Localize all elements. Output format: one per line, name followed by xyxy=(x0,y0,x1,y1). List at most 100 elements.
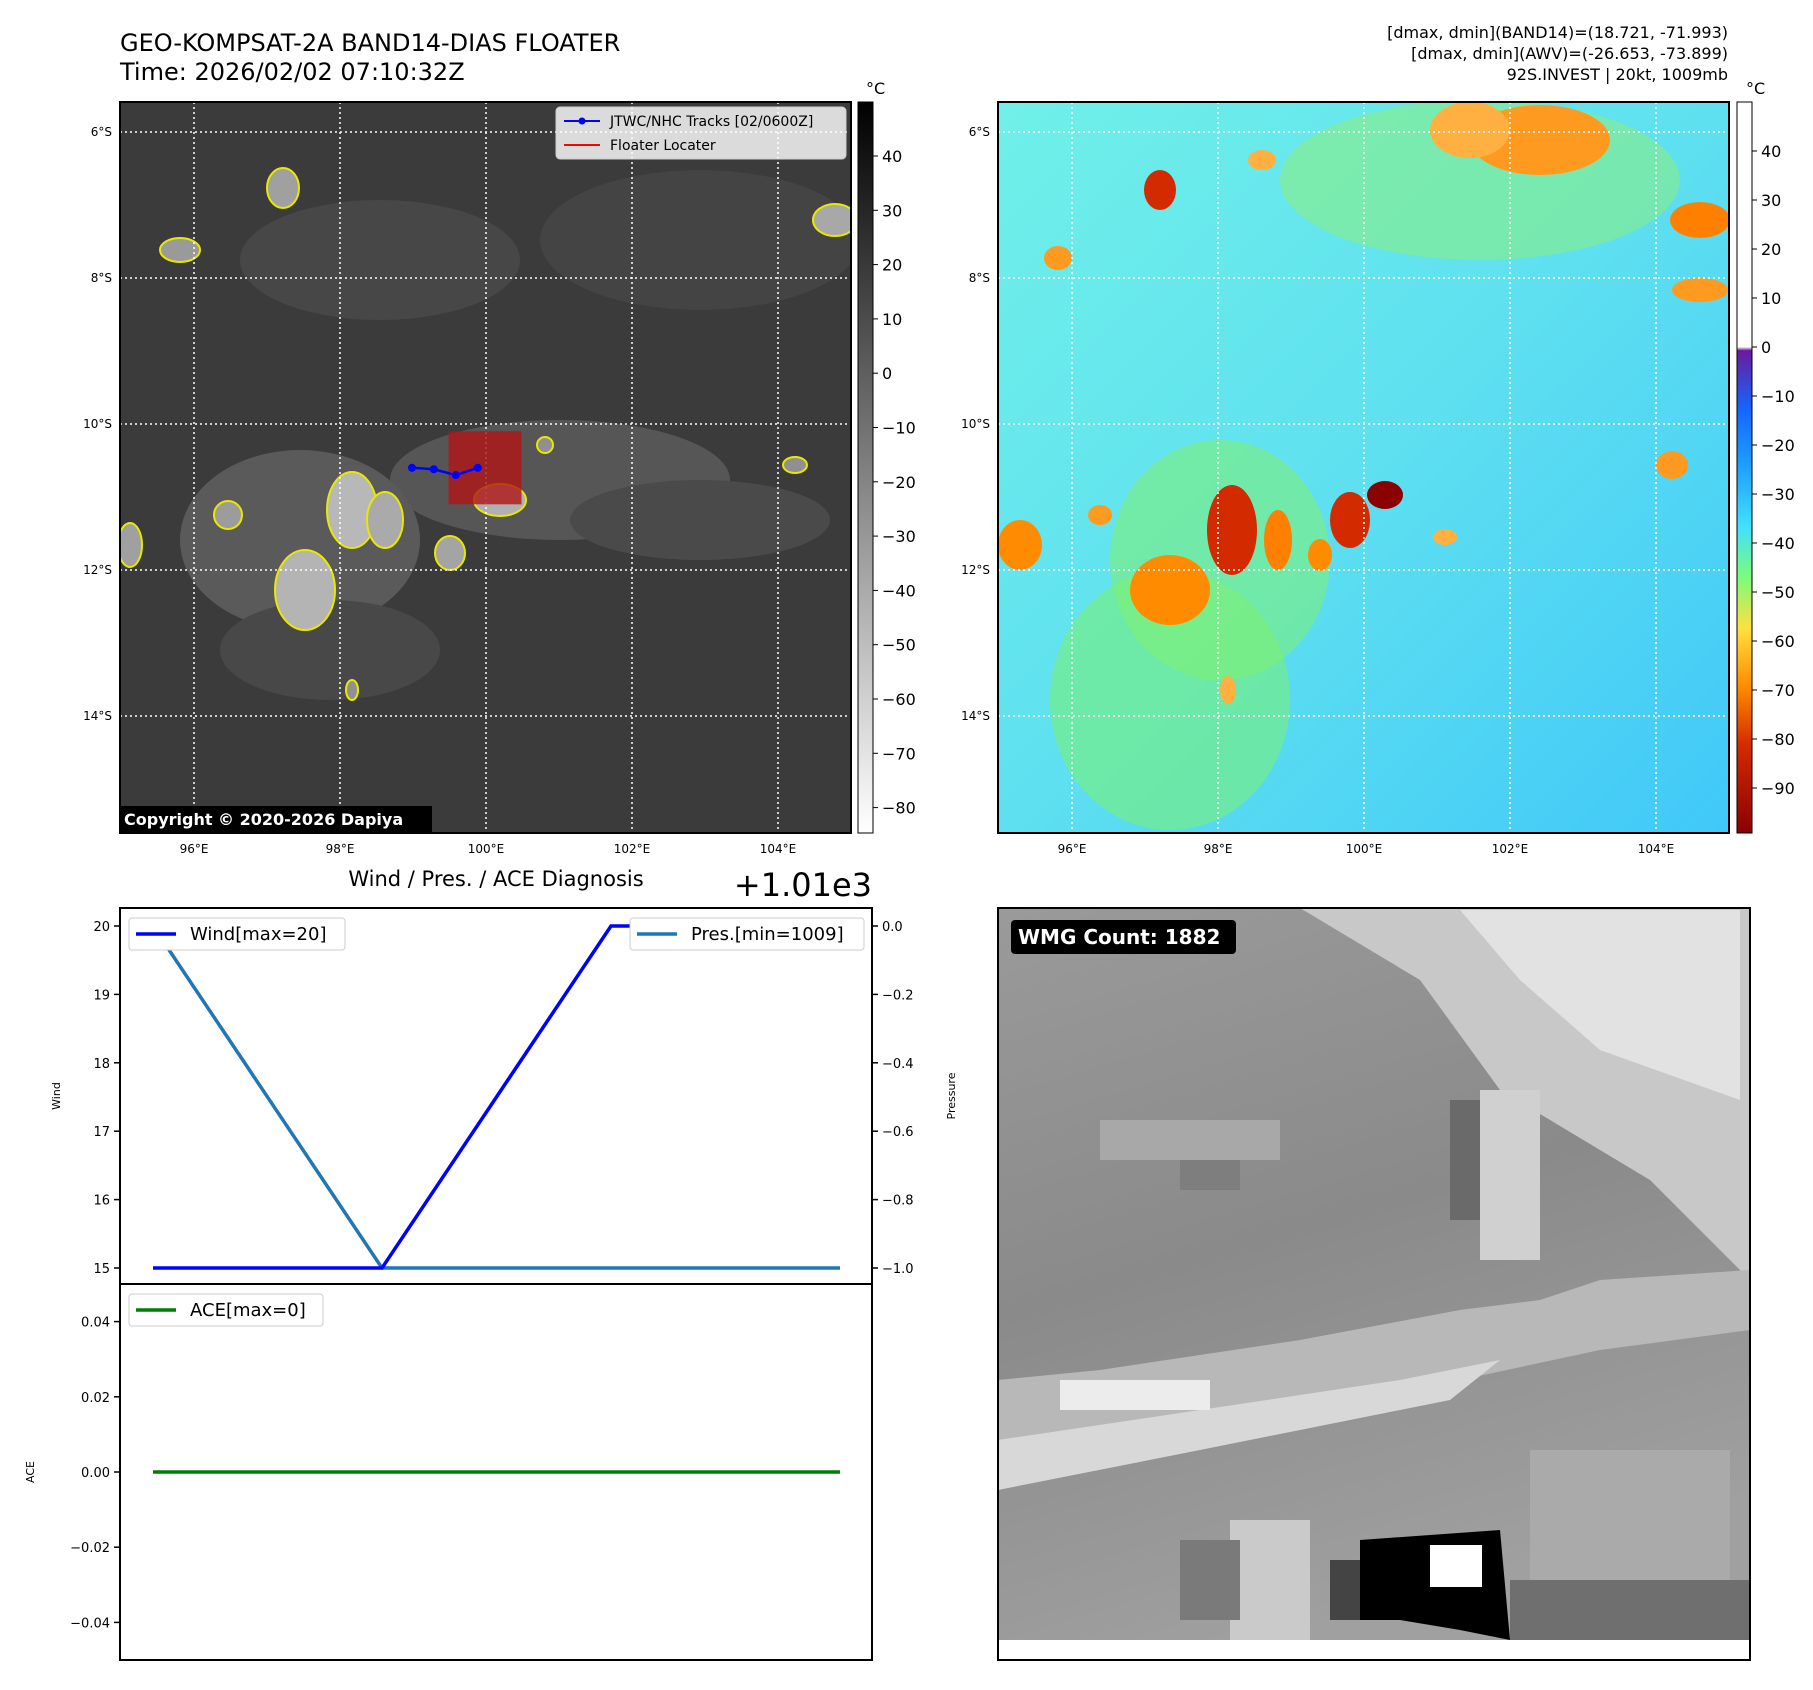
floater-box xyxy=(448,431,522,505)
colorbar-tick-label: 0 xyxy=(882,364,892,383)
ir-clouds xyxy=(120,167,851,701)
ace-tick-label: 0.04 xyxy=(81,1316,110,1331)
wind-tick-label: 16 xyxy=(93,1194,110,1209)
pressure-tick-label: −0.4 xyxy=(882,1057,914,1072)
colorbar-tick-label: −10 xyxy=(1761,387,1795,406)
ace-tick-label: −0.04 xyxy=(70,1616,110,1631)
ir-map-frame xyxy=(119,101,852,834)
colorbar-tick-label: −90 xyxy=(1761,779,1795,798)
wmg-frame xyxy=(997,907,1751,1661)
awv-map xyxy=(997,101,1730,834)
ace-tick-label: 0.00 xyxy=(81,1466,110,1481)
ir-lat-tick: 8°S xyxy=(91,271,112,285)
pressure-tick-label: −0.6 xyxy=(882,1125,914,1140)
colorbar-tick-label: −50 xyxy=(882,636,916,655)
info-awv: [dmax, dmin](AWV)=(-26.653, -73.899) xyxy=(1411,44,1728,63)
colorbar-tick-label: −40 xyxy=(1761,534,1795,553)
colorbar-tick-label: −20 xyxy=(882,473,916,492)
wmg-count-label: WMG Count: 1882 xyxy=(1018,925,1220,949)
awv-lat-tick: 10°S xyxy=(961,417,990,431)
awv-colorbar-unit: °C xyxy=(1746,79,1765,98)
copyright-text: Copyright © 2020-2026 Dapiya xyxy=(124,810,403,829)
awv-lat-tick: 8°S xyxy=(969,271,990,285)
info-storm: 92S.INVEST | 20kt, 1009mb xyxy=(1507,65,1728,84)
colorbar-tick-label: 30 xyxy=(882,201,902,220)
awv-features xyxy=(998,102,1729,830)
track-point xyxy=(408,463,416,472)
awv-map-frame xyxy=(997,101,1730,834)
awv-lon-ticks: 96°E 98°E 100°E 102°E 104°E xyxy=(1058,842,1675,856)
colorbar-tick-label: −60 xyxy=(882,690,916,709)
figure-title: GEO-KOMPSAT-2A BAND14-DIAS FLOATER xyxy=(120,29,620,57)
pressure-axis-label: Pressure xyxy=(945,1072,958,1119)
pressure-tick-label: −1.0 xyxy=(882,1262,914,1277)
colorbar-tick-label: 20 xyxy=(1761,240,1781,259)
wind-tick-label: 20 xyxy=(93,920,110,935)
colorbar-tick-label: −80 xyxy=(1761,730,1795,749)
copyright-badge: Copyright © 2020-2026 Dapiya xyxy=(120,806,432,832)
pressure-axis-ticks: 0.0 −0.2 −0.4 −0.6 −0.8 −1.0 xyxy=(872,920,914,1277)
ir-legend: JTWC/NHC Tracks [02/0600Z] Floater Locat… xyxy=(555,106,847,160)
ir-map: JTWC/NHC Tracks [02/0600Z] Floater Locat… xyxy=(119,101,852,834)
awv-lon-tick: 98°E xyxy=(1204,842,1233,856)
colorbar-tick-label: −30 xyxy=(882,527,916,546)
wind-tick-label: 19 xyxy=(93,988,110,1003)
wind-axis-ticks: 20 19 18 17 16 15 xyxy=(93,920,120,1277)
awv-lon-tick: 104°E xyxy=(1638,842,1675,856)
awv-colorbar-ticks: 40 30 20 10 0 −10 −20 −30 −40 −50 −60 −70 −80 −90 xyxy=(1752,142,1795,798)
colorbar-tick-label: −50 xyxy=(1761,583,1795,602)
ir-lon-tick: 96°E xyxy=(180,842,209,856)
colorbar-tick-label: 10 xyxy=(882,310,902,329)
colorbar-tick-label: 40 xyxy=(1761,142,1781,161)
wind-tick-label: 15 xyxy=(93,1262,110,1277)
colorbar-tick-label: −70 xyxy=(1761,681,1795,700)
ir-lon-tick: 98°E xyxy=(326,842,355,856)
wmg-badge xyxy=(1011,920,1236,954)
wind-tick-label: 17 xyxy=(93,1125,110,1140)
legend-track-label: JTWC/NHC Tracks [02/0600Z] xyxy=(609,114,813,130)
awv-lon-tick: 102°E xyxy=(1492,842,1529,856)
ace-tick-label: 0.02 xyxy=(81,1391,110,1406)
ir-lat-tick: 14°S xyxy=(83,709,112,723)
track-point xyxy=(473,463,482,472)
colorbar-tick-label: −30 xyxy=(1761,485,1795,504)
wind-pressure-panel: 20 19 18 17 16 15 0.0 −0.2 −0.4 −0.6 −0.8 −1.0 Win… xyxy=(50,907,958,1285)
ace-legend: ACE[max=0] xyxy=(128,1293,324,1327)
colorbar-tick-label: −60 xyxy=(1761,632,1795,651)
awv-lon-tick: 100°E xyxy=(1346,842,1383,856)
wmg-blocks xyxy=(998,908,1750,1660)
track-points xyxy=(408,463,482,480)
pressure-tick-label: −0.8 xyxy=(882,1194,914,1209)
figure-time: Time: 2026/02/02 07:10:32Z xyxy=(119,58,465,86)
awv-colorbar: °C 40 30 20 10 0 −10 −20 −30 −40 −50 −60 −70 −80 −90 xyxy=(1736,79,1795,834)
colorbar-tick-label: −70 xyxy=(882,744,916,763)
ace-axis-label: ACE xyxy=(24,1461,37,1483)
colorbar-tick-label: 20 xyxy=(882,256,902,275)
diag-title: Wind / Pres. / ACE Diagnosis xyxy=(348,867,643,891)
colorbar-tick-label: 40 xyxy=(882,147,902,166)
ace-legend-label: ACE[max=0] xyxy=(190,1300,306,1321)
ir-colorbar: °C 40 30 20 10 0 −10 −20 −30 −40 −50 −60 −70 −80 xyxy=(857,79,916,834)
colorbar-tick-label: 30 xyxy=(1761,191,1781,210)
wind-legend: Wind[max=20] xyxy=(128,917,346,951)
ace-tick-label: −0.02 xyxy=(70,1541,110,1556)
pressure-series-line xyxy=(151,925,840,1270)
colorbar-tick-label: 0 xyxy=(1761,338,1771,357)
colorbar-tick-label: −40 xyxy=(882,581,916,600)
pressure-tick-label: 0.0 xyxy=(882,920,903,935)
track-point xyxy=(451,471,460,480)
wind-legend-label: Wind[max=20] xyxy=(190,924,327,945)
colorbar-tick-label: 10 xyxy=(1761,289,1781,308)
pressure-tick-label: −0.2 xyxy=(882,988,914,1003)
info-band14: [dmax, dmin](BAND14)=(18.721, -71.993) xyxy=(1387,23,1728,42)
wind-axis-label: Wind xyxy=(50,1082,63,1110)
ir-lon-ticks: 96°E 98°E 100°E 102°E 104°E xyxy=(180,842,797,856)
track-point xyxy=(429,465,438,474)
awv-lon-tick: 96°E xyxy=(1058,842,1087,856)
colorbar-tick-label: −80 xyxy=(882,799,916,818)
ir-lat-ticks: 6°S 8°S 10°S 12°S 14°S xyxy=(83,125,112,723)
awv-lat-tick: 14°S xyxy=(961,709,990,723)
ir-colorbar-ticks: 40 30 20 10 0 −10 −20 −30 −40 −50 −60 −70 −80 xyxy=(873,147,916,818)
ir-lat-tick: 12°S xyxy=(83,563,112,577)
